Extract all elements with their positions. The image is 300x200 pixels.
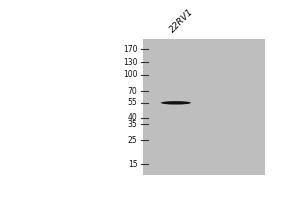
- Text: 170: 170: [123, 45, 137, 54]
- Ellipse shape: [161, 101, 191, 105]
- Bar: [143, 39, 266, 175]
- Text: 35: 35: [128, 120, 137, 129]
- Text: 25: 25: [128, 136, 137, 145]
- Text: 40: 40: [128, 113, 137, 122]
- Text: 100: 100: [123, 70, 137, 79]
- Text: 55: 55: [128, 98, 137, 107]
- Text: 15: 15: [128, 160, 137, 169]
- Text: 130: 130: [123, 58, 137, 67]
- Text: 22RV1: 22RV1: [168, 7, 196, 35]
- Text: 70: 70: [128, 87, 137, 96]
